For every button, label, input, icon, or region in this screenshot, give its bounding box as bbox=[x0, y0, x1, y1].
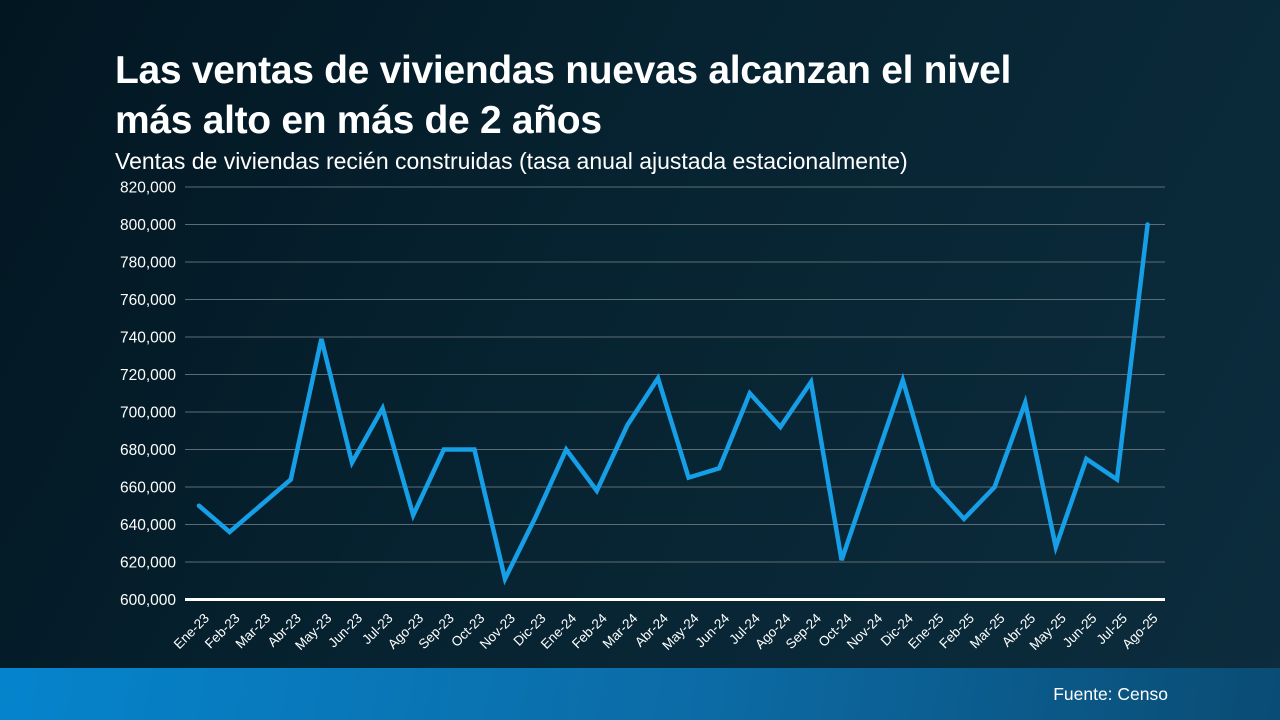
y-axis-tick-label: 720,000 bbox=[120, 367, 176, 384]
chart-subtitle: Ventas de viviendas recién construidas (… bbox=[115, 148, 908, 174]
x-axis-tick-label: Jun-24 bbox=[693, 610, 733, 650]
x-axis-tick-label: Nov-24 bbox=[844, 610, 886, 652]
sales-line bbox=[196, 222, 1150, 586]
y-axis-tick-label: 780,000 bbox=[120, 255, 176, 272]
x-axis-tick-label: Jun-23 bbox=[325, 611, 365, 651]
y-axis-tick-label: 620,000 bbox=[120, 555, 176, 572]
source-text: Fuente: Censo bbox=[1053, 683, 1168, 704]
y-axis-tick-label: 820,000 bbox=[120, 180, 176, 197]
x-axis-tick-label: Mar-24 bbox=[600, 610, 641, 651]
y-axis-tick-label: 680,000 bbox=[120, 442, 176, 459]
chart-title-line-1: Las ventas de viviendas nuevas alcanzan … bbox=[115, 49, 1012, 92]
y-axis-tick-label: 640,000 bbox=[120, 517, 176, 534]
y-axis-tick-label: 800,000 bbox=[120, 217, 176, 234]
footer-bar: Fuente: Censo bbox=[0, 668, 1280, 720]
x-axis-tick-label: Mar-23 bbox=[232, 611, 273, 652]
y-axis-tick-label: 760,000 bbox=[120, 292, 176, 309]
chart-header: Las ventas de viviendas nuevas alcanzan … bbox=[115, 46, 1011, 175]
y-axis-tick-label: 740,000 bbox=[120, 330, 176, 347]
x-axis-tick-label: Mar-25 bbox=[967, 611, 1008, 652]
y-axis-tick-label: 700,000 bbox=[120, 405, 176, 422]
chart-title-line-2: más alto en más de 2 años bbox=[115, 99, 602, 142]
y-axis-tick-label: 600,000 bbox=[120, 592, 176, 609]
x-axis-tick-label: Jun-25 bbox=[1060, 611, 1100, 651]
x-axis-tick-label: Sep-24 bbox=[783, 610, 825, 652]
y-axis-tick-label: 660,000 bbox=[120, 480, 176, 497]
